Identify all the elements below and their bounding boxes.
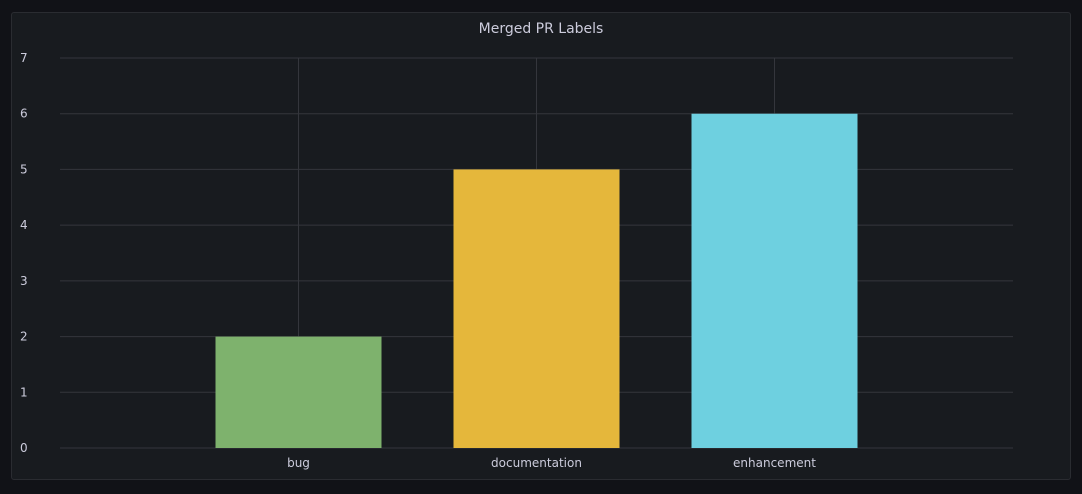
y-tick-label: 6 — [20, 107, 28, 121]
y-tick-label: 0 — [20, 441, 28, 455]
y-tick-label: 4 — [20, 218, 28, 232]
y-tick-label: 3 — [20, 274, 28, 288]
y-tick-label: 2 — [20, 330, 28, 344]
y-tick-label: 5 — [20, 162, 28, 176]
x-tick-label: documentation — [491, 456, 582, 470]
bar-documentation — [453, 169, 620, 448]
bar-bug — [215, 336, 382, 448]
bar-enhancement — [691, 113, 858, 448]
panel-title: Merged PR Labels — [478, 21, 604, 37]
x-tick-label: bug — [287, 456, 310, 470]
y-tick-label: 1 — [20, 385, 28, 399]
y-tick-label: 7 — [20, 51, 28, 65]
x-tick-label: enhancement — [733, 456, 816, 470]
